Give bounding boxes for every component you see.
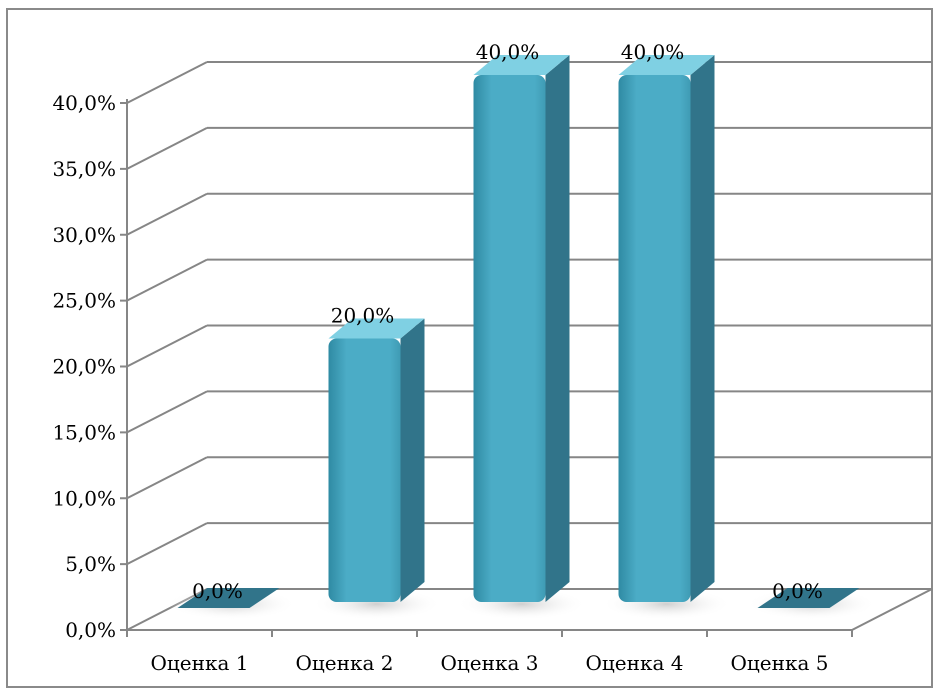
gridline-diagonal: [126, 324, 208, 368]
bar: [166, 588, 297, 620]
y-tick-label: 20,0%: [52, 355, 116, 379]
bar-top: [328, 318, 425, 339]
bar-front: [618, 75, 691, 602]
gridline-diagonal: [126, 456, 208, 500]
y-tick-label: 25,0%: [52, 289, 116, 313]
bar-front: [473, 75, 546, 602]
y-tick-label: 0,0%: [65, 618, 116, 642]
y-tick-label: 35,0%: [52, 157, 116, 181]
axes: [120, 99, 853, 637]
bar-side: [400, 318, 425, 602]
bar-plate: [757, 588, 860, 608]
bar-top: [618, 55, 715, 75]
gridline-diagonal: [126, 126, 208, 170]
y-tick-label: 5,0%: [65, 552, 116, 576]
bar: [601, 55, 732, 620]
gridline-diagonal: [126, 390, 208, 434]
bar-side: [690, 55, 715, 602]
x-category-label: Оценка 2: [296, 651, 394, 675]
x-axis-category-labels: Оценка 1 Оценка 2 Оценка 3 Оценка 4 Оценка 5: [151, 651, 829, 675]
bar-plate: [177, 588, 280, 608]
bar: [311, 318, 442, 620]
bars: [166, 55, 877, 620]
y-tick-label: 15,0%: [52, 420, 116, 444]
y-tick-label: 30,0%: [52, 223, 116, 247]
gridline-diagonal: [126, 61, 208, 104]
data-label: 40,0%: [476, 40, 540, 64]
x-category-label: Оценка 4: [586, 651, 684, 675]
gridline-diagonal: [126, 192, 208, 236]
data-label: 0,0%: [192, 579, 243, 603]
gridline-diagonal: [126, 522, 208, 566]
bar: [746, 588, 877, 620]
gridline-diagonal: [126, 258, 208, 302]
bar-top: [473, 55, 570, 75]
x-category-label: Оценка 3: [441, 651, 539, 675]
y-tick-label: 10,0%: [52, 486, 116, 510]
data-label: 40,0%: [621, 40, 685, 64]
y-axis-tick-labels: 0,0% 5,0% 10,0% 15,0% 20,0% 25,0% 30,0% 35,0% 40…: [52, 91, 116, 642]
data-label: 0,0%: [772, 579, 823, 603]
x-category-label: Оценка 5: [731, 651, 829, 675]
bar-side: [545, 55, 570, 602]
y-tick-label: 40,0%: [52, 91, 116, 115]
data-label: 20,0%: [331, 304, 395, 328]
data-labels: 0,0% 20,0% 40,0% 40,0% 0,0%: [192, 40, 823, 603]
chart-frame: [6, 8, 933, 688]
bar: [456, 55, 587, 620]
bar-front: [328, 338, 401, 602]
x-category-label: Оценка 1: [151, 651, 249, 675]
